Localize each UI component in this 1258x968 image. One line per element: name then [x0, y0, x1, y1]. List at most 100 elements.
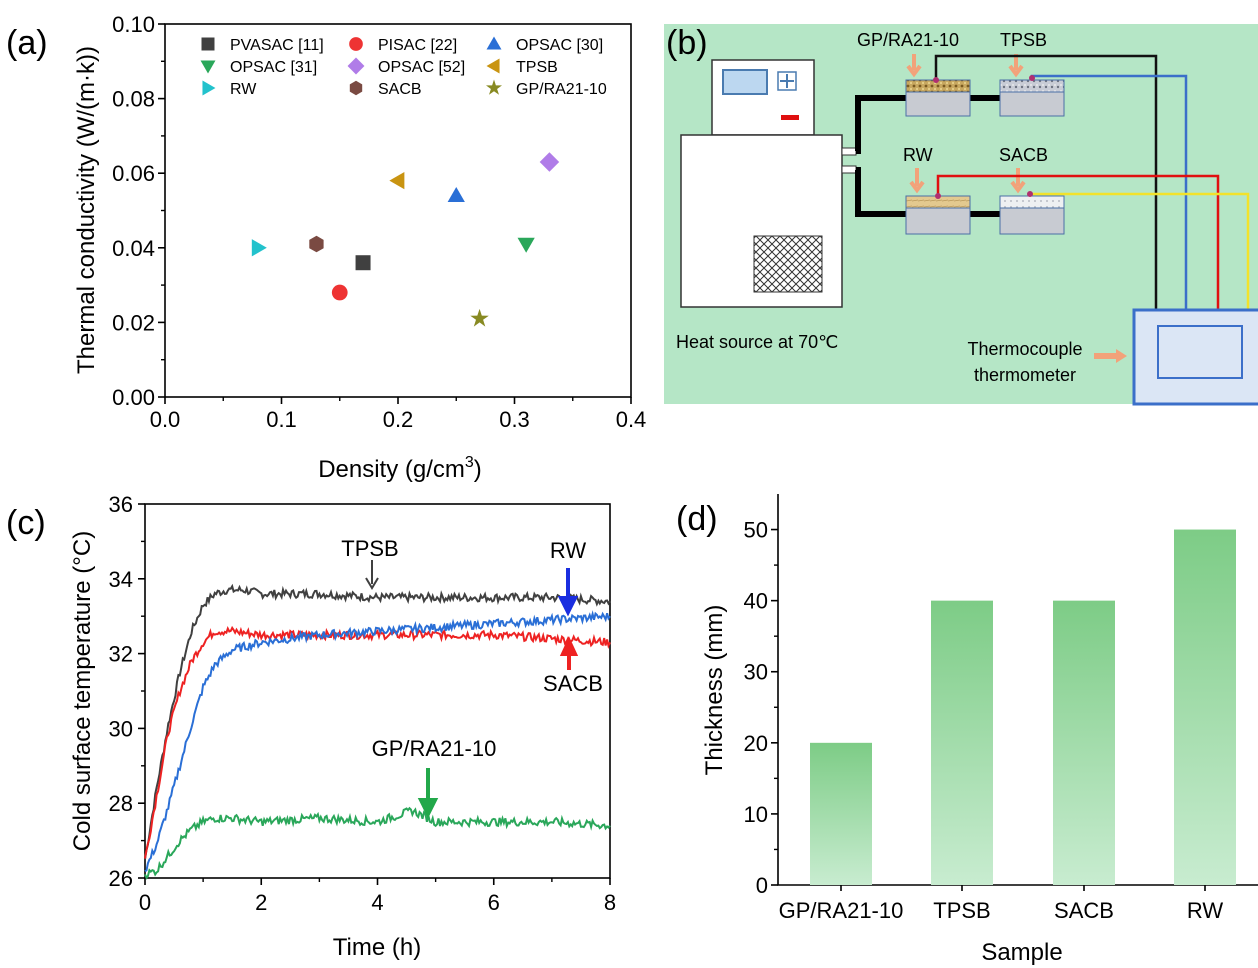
legend-label: TPSB [516, 59, 558, 76]
point-opsac-30- [447, 186, 465, 202]
x-tick-label: SACB [1054, 898, 1114, 923]
heat-source-unit: Heat source at 70℃ [676, 59, 1000, 352]
y-tick-label: 32 [109, 642, 133, 667]
panel-c-x-axis: 0 2 4 6 8 [139, 878, 616, 915]
line-tpsb [144, 583, 611, 860]
legend-marker-tpsb [486, 58, 500, 74]
gp-arrow-icon [906, 54, 922, 78]
y-tick-label: 40 [744, 589, 768, 614]
panel-b: (b) Heat source at 70℃ GP/RA21-10 [664, 24, 1258, 406]
point-pvasac-11- [355, 255, 371, 271]
connector-pipes [970, 95, 1000, 217]
panel-a-y-label: Thermal conductivity (W/(m·k)) [73, 46, 100, 374]
x-tick-label: RW [1187, 898, 1223, 923]
line-rw [144, 610, 611, 873]
x-tick-label: 0.3 [499, 407, 530, 432]
panel-c-lines [144, 583, 611, 880]
wire-black [934, 54, 1158, 310]
sacb-sample-layer [999, 195, 1065, 209]
annotation-sacb-arrow-icon [559, 636, 579, 670]
y-tick-label: 0.04 [112, 236, 155, 261]
probe-gp [933, 77, 939, 83]
point-rw [251, 239, 267, 257]
sacb-hot-plate [999, 207, 1065, 235]
legend-marker-opsac-31- [200, 60, 216, 74]
y-tick-label: 0.02 [112, 310, 155, 335]
rw-label: RW [903, 145, 933, 165]
point-gp-ra21-10 [470, 308, 489, 327]
sample-gp: GP/RA21-10 [857, 30, 971, 117]
x-tick-label: 0.0 [150, 407, 181, 432]
gp-label: GP/RA21-10 [857, 30, 959, 50]
x-tick-label: 0.4 [616, 407, 647, 432]
y-tick-label: 36 [109, 492, 133, 517]
y-tick-label: 50 [744, 518, 768, 543]
legend-label: OPSAC [31] [230, 59, 317, 76]
panel-a-y-axis: 0.00 0.02 0.04 0.06 0.08 0.10 [112, 12, 165, 410]
y-tick-label: 0.10 [112, 12, 155, 37]
outlet-pipe [841, 147, 857, 156]
x-tick-label: 2 [255, 890, 267, 915]
x-tick-label: 6 [488, 890, 500, 915]
legend-marker-pvasac-11- [201, 37, 215, 51]
hot-pipe-lower [855, 167, 906, 217]
legend-marker-opsac-52- [347, 57, 365, 75]
panel-d-y-axis: 0 10 20 30 40 50 [744, 518, 778, 898]
panel-b-label: (b) [666, 24, 708, 62]
legend-marker-opsac-30- [486, 36, 502, 50]
thermometer-arrow-icon [1116, 349, 1127, 363]
panel-d-bars: GP/RA21-10 TPSB SACB RW [779, 529, 1236, 923]
annotation-tpsb-arrow-icon [365, 560, 379, 590]
x-tick-label: 4 [371, 890, 383, 915]
legend-marker-rw [202, 80, 216, 96]
thermometer-display [1157, 325, 1243, 379]
x-tick-label: 8 [604, 890, 616, 915]
point-sacb [309, 235, 324, 253]
y-tick-label: 20 [744, 731, 768, 756]
bar-tpsb [931, 600, 993, 885]
annotation-sacb: SACB [543, 671, 603, 696]
annotation-gp-arrow-icon [417, 768, 439, 819]
thermocouple-wires [933, 54, 1250, 310]
panel-c-annotations: TPSB RW SACB GP/RA21-10 [341, 536, 603, 819]
heater-grille [753, 235, 823, 293]
panel-a-legend: PVASAC [11] PISAC [22] OPSAC [30] OPSAC [31… [200, 36, 607, 98]
bar-rw [1174, 529, 1236, 885]
point-tpsb [389, 172, 405, 190]
heat-source-label: Heat source at 70℃ [676, 332, 838, 352]
legend-label: PVASAC [11] [230, 37, 324, 54]
y-tick-label: 30 [744, 660, 768, 685]
y-tick-label: 0.08 [112, 87, 155, 112]
wire-yellow [1030, 192, 1250, 310]
sacb-label: SACB [999, 145, 1048, 165]
panel-d-y-label: Thickness (mm) [701, 605, 728, 776]
bar-sacb [1053, 600, 1115, 885]
panel-a-frame [164, 23, 632, 398]
panel-a-x-axis: 0.0 0.1 0.2 0.3 0.4 [150, 397, 647, 432]
x-tick-label: 0 [139, 890, 151, 915]
annotation-rw-arrow-icon [557, 568, 579, 617]
probe-sacb [1027, 191, 1033, 197]
point-pisac-22- [331, 284, 348, 301]
annotation-tpsb: TPSB [341, 536, 398, 561]
legend-marker-pisac-22- [349, 37, 363, 51]
probe-rw [935, 193, 941, 199]
point-opsac-31- [517, 237, 535, 253]
y-tick-label: 10 [744, 802, 768, 827]
thermometer-label-1: Thermocouple [967, 339, 1082, 359]
x-tick-label: TPSB [933, 898, 990, 923]
sample-tpsb: TPSB [999, 30, 1065, 117]
panel-c: (c) 26 28 30 32 34 36 0 2 4 6 8 Cold surface temp… [6, 492, 616, 961]
y-tick-label: 0 [756, 873, 768, 898]
wire-red [936, 174, 1220, 310]
y-tick-label: 0.06 [112, 161, 155, 186]
plus-icon [780, 74, 794, 88]
legend-marker-sacb [349, 80, 363, 96]
annotation-rw: RW [550, 538, 586, 563]
x-tick-label: GP/RA21-10 [779, 898, 904, 923]
panel-a-x-label: Density (g/cm3) [318, 454, 482, 483]
x-tick-label: 0.1 [266, 407, 297, 432]
probe-tpsb [1029, 75, 1035, 81]
tpsb-sample-layer [999, 79, 1065, 93]
panel-a-points [251, 152, 560, 327]
